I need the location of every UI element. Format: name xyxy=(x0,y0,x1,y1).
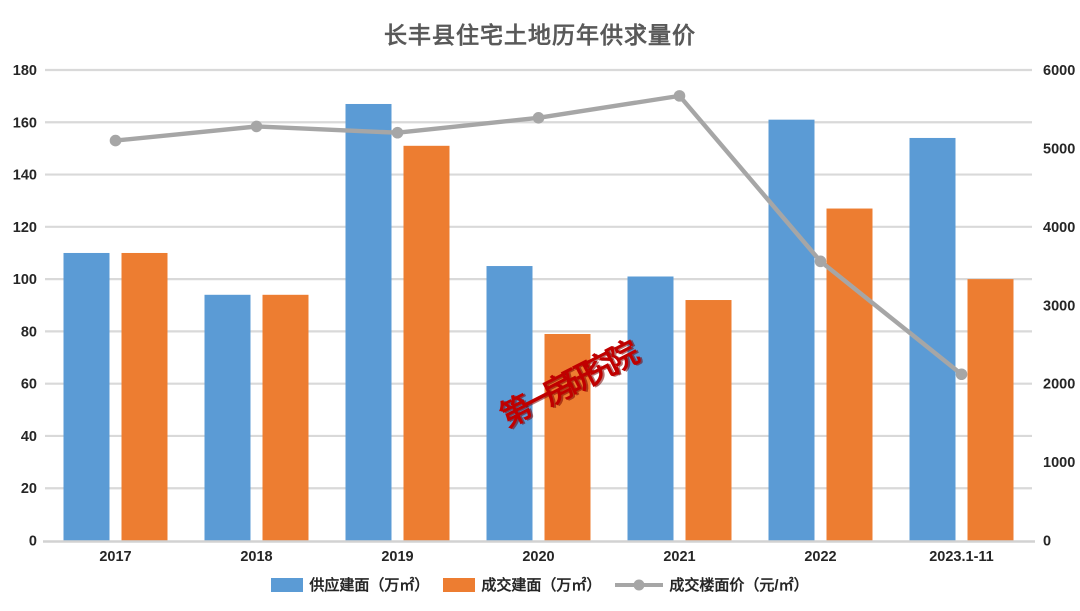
chart-title: 长丰县住宅土地历年供求量价 xyxy=(384,22,696,48)
y-axis-label-right: 2000 xyxy=(1043,377,1075,393)
price-line-marker xyxy=(532,112,545,124)
supply-swatch xyxy=(271,577,304,592)
deal-swatch xyxy=(443,577,476,592)
supply-bar xyxy=(768,119,815,541)
deal-bar xyxy=(262,294,309,541)
x-axis-label: 2020 xyxy=(522,549,554,565)
legend-label-supply: 供应建面（万㎡） xyxy=(309,577,430,594)
legend-item-supply: 供应建面（万㎡） xyxy=(271,574,429,595)
x-axis-label: 2023.1-11 xyxy=(929,549,994,565)
y-axis-label-right: 0 xyxy=(1043,534,1051,550)
supply-bar xyxy=(63,252,110,541)
supply-bar xyxy=(345,103,392,541)
deal-bar xyxy=(826,208,873,541)
supply-bar xyxy=(486,266,533,541)
y-axis-label-left: 140 xyxy=(13,168,37,184)
y-axis-label-right: 6000 xyxy=(1043,63,1075,79)
deal-bar xyxy=(403,145,450,541)
deal-bar xyxy=(121,252,168,541)
price-line-marker xyxy=(955,368,968,381)
y-axis-label-left: 60 xyxy=(21,377,37,393)
y-axis-label-left: 20 xyxy=(21,481,37,497)
y-axis-label-right: 5000 xyxy=(1043,141,1075,157)
price-line-marker xyxy=(109,134,122,147)
y-axis-label-left: 160 xyxy=(13,115,37,131)
supply-bar xyxy=(627,276,674,541)
y-axis-label-right: 4000 xyxy=(1043,220,1075,236)
y-axis-label-left: 0 xyxy=(29,534,37,550)
y-axis-label-left: 80 xyxy=(21,324,37,340)
deal-bar xyxy=(967,279,1014,541)
y-axis-label-right: 3000 xyxy=(1043,298,1075,314)
price-line-marker xyxy=(673,90,686,102)
y-axis-label-left: 100 xyxy=(13,272,37,288)
price-marker-sample xyxy=(633,579,645,590)
y-axis-label-left: 40 xyxy=(21,429,37,445)
legend: 供应建面（万㎡） 成交建面（万㎡） 成交楼面价（元/㎡） xyxy=(0,574,1080,595)
legend-item-deal: 成交建面（万㎡） xyxy=(443,574,601,595)
price-line-marker xyxy=(814,255,827,268)
legend-label-deal: 成交建面（万㎡） xyxy=(481,577,602,594)
deal-bar xyxy=(544,334,591,541)
supply-bar xyxy=(204,294,251,541)
legend-item-price: 成交楼面价（元/㎡） xyxy=(615,574,809,595)
x-axis-label: 2019 xyxy=(381,549,413,565)
price-line-marker xyxy=(391,126,404,139)
x-axis-label: 2021 xyxy=(663,549,695,565)
price-line-marker xyxy=(250,120,263,133)
y-axis-label-left: 120 xyxy=(13,220,37,236)
x-axis-label: 2017 xyxy=(99,549,131,565)
y-axis-label-right: 1000 xyxy=(1043,455,1075,471)
x-axis-label: 2018 xyxy=(240,549,272,565)
y-axis-label-left: 180 xyxy=(13,63,37,79)
deal-bar xyxy=(685,300,732,541)
x-axis-label: 2022 xyxy=(804,549,836,565)
price-line-swatch xyxy=(615,579,664,590)
legend-label-price: 成交楼面价（元/㎡） xyxy=(669,577,809,594)
